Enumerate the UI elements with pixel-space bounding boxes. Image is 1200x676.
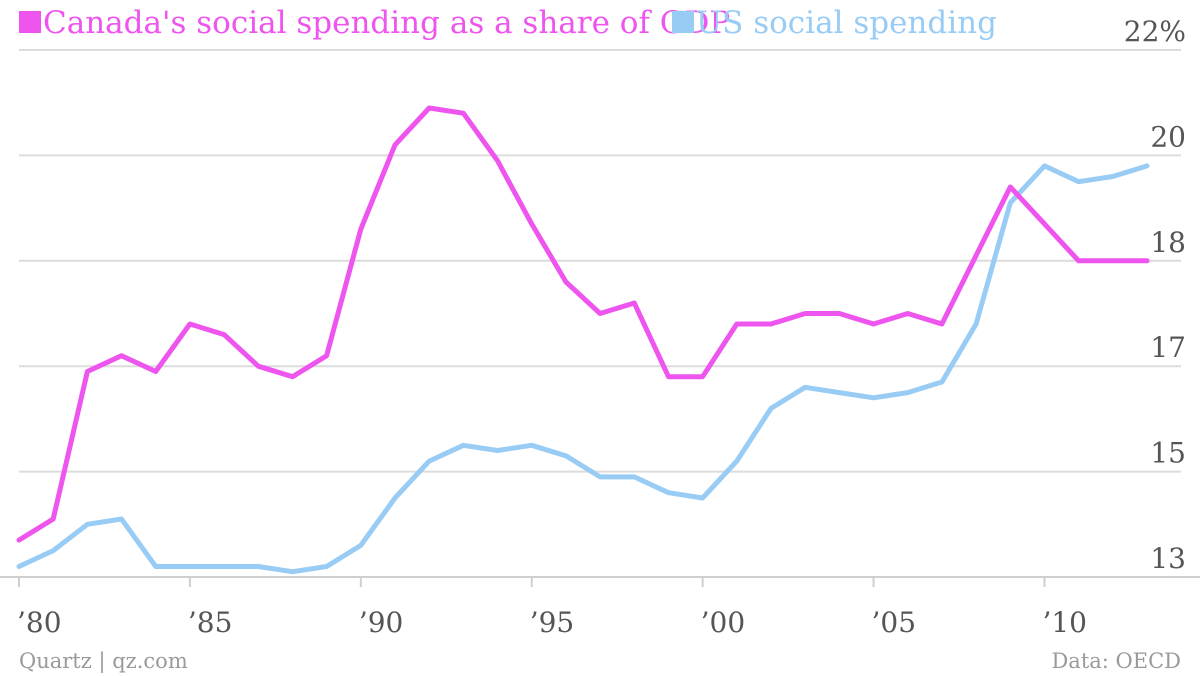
x-tick-label: ’00 <box>701 606 746 639</box>
x-tick-label: ’80 <box>17 606 62 639</box>
gridlines <box>19 49 1181 473</box>
y-tick-label: 17 <box>1150 331 1186 364</box>
series-lines <box>16 105 1150 575</box>
legend-swatch-us <box>672 11 694 33</box>
x-axis-ticks: ’80 ’85 ’90 ’95 ’00 ’05 ’10 <box>17 577 1087 639</box>
series-line-us <box>16 163 1150 575</box>
y-tick-label: 22% <box>1124 15 1186 48</box>
x-tick-label: ’05 <box>872 606 917 639</box>
data-source: Data: OECD <box>1051 649 1181 673</box>
y-tick-label: 18 <box>1150 226 1186 259</box>
legend-label-us: US social spending <box>696 5 997 41</box>
x-tick-label: ’95 <box>530 606 575 639</box>
x-tick-label: ’90 <box>359 606 404 639</box>
y-tick-label: 13 <box>1150 542 1186 575</box>
series-line-canada <box>16 105 1150 543</box>
x-tick-label: ’10 <box>1042 606 1087 639</box>
y-tick-label: 20 <box>1150 120 1186 153</box>
source-credit: Quartz | qz.com <box>19 649 188 674</box>
legend: Canada's social spending as a share of G… <box>19 5 997 41</box>
y-tick-label: 15 <box>1150 437 1186 470</box>
legend-swatch-canada <box>19 11 41 33</box>
x-tick-label: ’85 <box>188 606 233 639</box>
y-axis-ticks: 13 15 17 18 20 22% <box>1124 15 1186 575</box>
legend-label-canada: Canada's social spending as a share of G… <box>43 5 730 41</box>
